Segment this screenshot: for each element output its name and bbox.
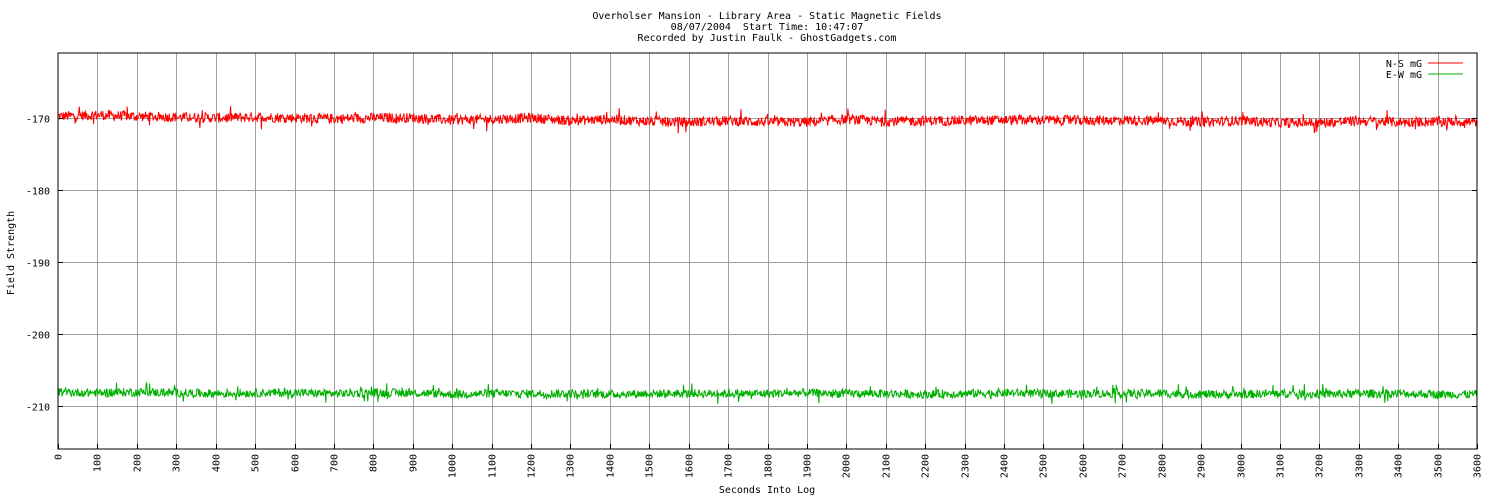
x-tick-label: 500 xyxy=(251,454,262,472)
x-tick-label: 2700 xyxy=(1118,454,1129,478)
x-tick-label: 1400 xyxy=(606,454,617,478)
x-tick-label: 3200 xyxy=(1315,454,1326,478)
chart-credit: Recorded by Justin Faulk - GhostGadgets.… xyxy=(638,33,897,44)
x-tick-label: 1700 xyxy=(724,454,735,478)
legend-label-ew: E-W mG xyxy=(1386,70,1422,81)
plot-frame xyxy=(57,52,1478,450)
x-tick-label: 400 xyxy=(212,454,223,472)
axis-ticks: 0 100 200 300 400 500 600 700 800 900 1000 1100 1200… xyxy=(26,115,1484,479)
x-tick-label: 3000 xyxy=(1237,454,1248,478)
x-tick-label: 800 xyxy=(369,454,380,472)
x-tick-label: 3300 xyxy=(1355,454,1366,478)
y-tick-label: -200 xyxy=(26,331,50,342)
x-tick-label: 2600 xyxy=(1079,454,1090,478)
x-tick-label: 1200 xyxy=(527,454,538,478)
x-tick-label: 300 xyxy=(172,454,183,472)
x-tick-label: 1100 xyxy=(488,454,499,478)
y-axis-label: Field Strength xyxy=(6,211,17,295)
x-tick-label: 2100 xyxy=(882,454,893,478)
x-tick-label: 2900 xyxy=(1197,454,1208,478)
y-tick-label: -170 xyxy=(26,115,50,126)
y-tick-label: -210 xyxy=(26,403,50,414)
x-tick-label: 1900 xyxy=(803,454,814,478)
x-tick-label: 2400 xyxy=(1000,454,1011,478)
x-tick-label: 2000 xyxy=(842,454,853,478)
x-tick-label: 900 xyxy=(409,454,420,472)
x-tick-label: 3500 xyxy=(1434,454,1445,478)
series-line-ew xyxy=(57,381,1478,404)
x-tick-label: 100 xyxy=(93,454,104,472)
x-tick-label: 0 xyxy=(54,454,65,460)
x-tick-label: 1500 xyxy=(645,454,656,478)
legend: N-S mG E-W mG xyxy=(1386,59,1463,81)
x-tick-label: 3600 xyxy=(1473,454,1484,478)
chart-title: Overholser Mansion - Library Area - Stat… xyxy=(592,11,941,22)
x-tick-label: 2500 xyxy=(1039,454,1050,478)
chart-subtitle: 08/07/2004 Start Time: 10:47:07 xyxy=(671,22,864,33)
x-tick-label: 1000 xyxy=(448,454,459,478)
x-tick-label: 2800 xyxy=(1158,454,1169,478)
y-tick-label: -180 xyxy=(26,187,50,198)
legend-label-ns: N-S mG xyxy=(1386,59,1422,70)
x-tick-label: 3400 xyxy=(1394,454,1405,478)
x-tick-label: 1800 xyxy=(764,454,775,478)
series-line-ns xyxy=(57,106,1478,134)
x-tick-label: 1300 xyxy=(566,454,577,478)
x-axis-label: Seconds Into Log xyxy=(719,485,815,496)
x-tick-label: 200 xyxy=(133,454,144,472)
series-layer xyxy=(57,106,1478,404)
x-tick-label: 2200 xyxy=(921,454,932,478)
x-tick-label: 1600 xyxy=(685,454,696,478)
x-tick-label: 700 xyxy=(330,454,341,472)
y-tick-label: -190 xyxy=(26,259,50,270)
x-tick-label: 2300 xyxy=(961,454,972,478)
x-tick-label: 600 xyxy=(291,454,302,472)
x-tick-label: 3100 xyxy=(1276,454,1287,478)
